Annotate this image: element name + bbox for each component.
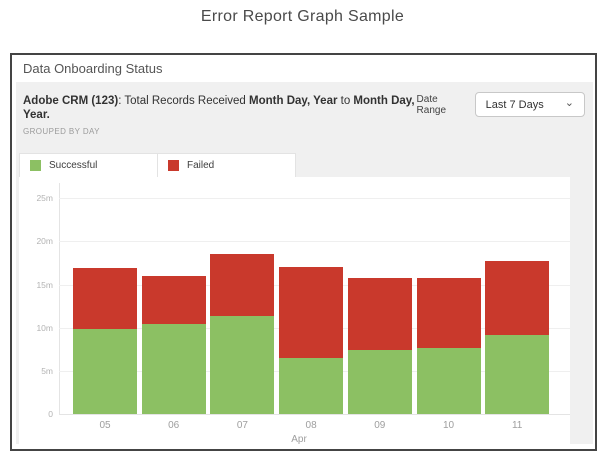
bar-segment-successful[interactable] [347,350,412,414]
x-axis-line [59,414,570,415]
x-tick-label: 11 [511,420,523,431]
bar-segment-failed[interactable] [73,268,137,330]
date-range-control: Date Range Last 7 Days ⌄ [417,92,585,117]
y-tick-label: 10m [36,322,53,333]
date-range-label: Date Range [416,93,447,116]
grouped-by-label: GROUPED BY DAY [23,127,100,136]
y-axis-line [59,183,60,415]
failed-swatch-icon [168,160,179,171]
y-tick-label: 0 [48,409,53,419]
x-tick-label: 09 [374,420,386,431]
chevron-down-icon: ⌄ [564,96,574,109]
x-tick-label: 06 [168,420,180,431]
bar-10 [416,277,481,414]
bar-06 [141,275,206,414]
gridline [59,198,570,200]
bar-segment-failed[interactable] [416,277,481,348]
successful-swatch-icon [30,160,41,171]
bar-segment-successful[interactable] [73,329,137,414]
bar-segment-successful[interactable] [485,335,550,414]
report-title: Adobe CRM (123): Total Records Received … [23,95,415,121]
x-tick-label: 05 [99,420,111,431]
legend-tab-failed[interactable]: Failed [157,153,296,177]
bar-segment-failed[interactable] [347,277,412,351]
widget-title: Data Onboarding Status [12,55,595,81]
x-tick-label: 08 [305,420,317,431]
bar-segment-failed[interactable] [141,275,206,325]
page-title: Error Report Graph Sample [200,8,405,25]
widget-body: Adobe CRM (123): Total Records Received … [16,82,593,448]
bar-segment-failed[interactable] [279,267,344,358]
y-tick-label: 5m [41,365,53,376]
y-tick-label: 15m [36,279,53,290]
bar-08 [279,267,344,414]
bar-segment-failed[interactable] [485,261,550,336]
x-tick-label: 10 [442,420,455,431]
gridline [59,241,570,243]
bar-segment-successful[interactable] [416,347,481,414]
legend-tab-successful[interactable]: Successful [19,153,158,177]
report-header-left: Adobe CRM (123): Total Records Received … [23,94,417,136]
legend: Successful Failed [19,153,593,177]
legend-label-successful: Successful [49,160,98,171]
chart-area: Apr 0 5m 10m 15m 20m 25m 05 06 07 08 09 10 11 [19,177,570,448]
report-header: Adobe CRM (123): Total Records Received … [16,82,593,136]
bar-05 [73,268,137,414]
bar-segment-successful[interactable] [141,324,206,414]
bar-07 [210,254,275,414]
y-tick-label: 20m [36,236,53,247]
date-range-select[interactable]: Last 7 Days ⌄ [474,92,585,117]
bar-segment-successful[interactable] [279,357,344,414]
date-range-value: Last 7 Days [485,98,544,111]
x-axis-month-label: Apr [291,434,307,445]
y-tick-label: 25m [36,193,53,204]
bar-09 [347,277,412,414]
bar-segment-successful[interactable] [210,315,275,414]
data-onboarding-widget: Data Onboarding Status Adobe CRM (123): … [10,53,597,451]
x-tick-label: 07 [236,420,248,431]
bar-segment-failed[interactable] [210,254,275,316]
bar-11 [485,261,550,414]
legend-label-failed: Failed [187,160,215,171]
